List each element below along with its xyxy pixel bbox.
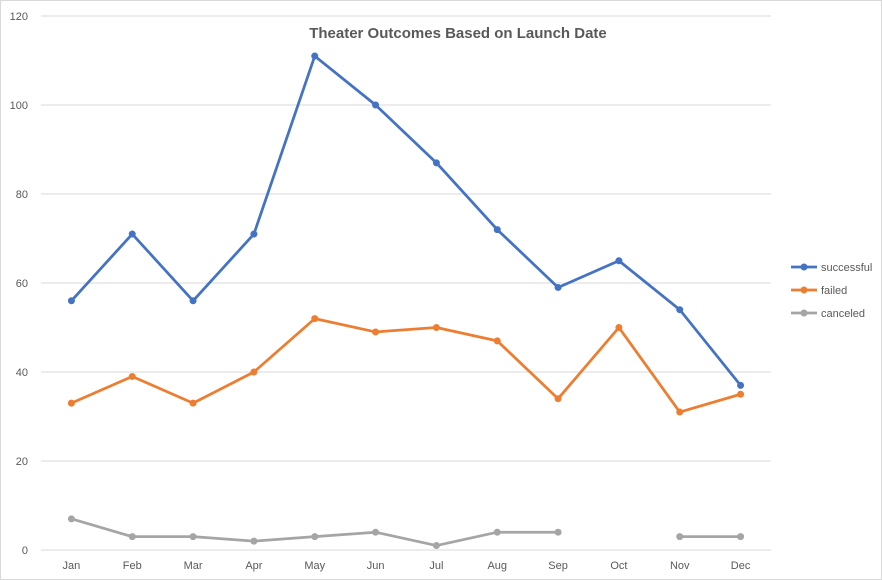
data-point [615, 324, 623, 331]
data-point [615, 257, 623, 265]
data-point [493, 226, 501, 234]
data-point [189, 533, 197, 541]
x-tick-label: Dec [731, 560, 751, 572]
legend-item-canceled: canceled [791, 308, 865, 320]
legend-label: failed [821, 285, 847, 297]
x-tick-label: Jul [429, 560, 443, 572]
data-point [311, 52, 319, 60]
y-tick-label: 60 [16, 278, 28, 290]
x-tick-label: Nov [670, 560, 690, 572]
data-point [493, 528, 501, 536]
x-tick-label: Oct [610, 560, 627, 572]
x-tick-label: Jan [63, 560, 81, 572]
data-point [676, 533, 684, 541]
chart-title: Theater Outcomes Based on Launch Date [309, 25, 607, 42]
y-tick-label: 0 [22, 545, 28, 557]
data-point [554, 283, 562, 291]
data-point [372, 328, 380, 336]
data-point [189, 399, 197, 407]
legend-label: canceled [821, 308, 865, 320]
data-point [189, 297, 197, 305]
data-point [372, 528, 380, 536]
data-point [737, 381, 745, 389]
data-point [67, 399, 75, 407]
data-point [554, 395, 562, 403]
series-canceled [67, 515, 745, 550]
data-point [554, 528, 562, 536]
series-lines [67, 52, 745, 550]
legend-marker [800, 286, 808, 294]
series-line [70, 54, 742, 387]
gridlines [41, 15, 771, 551]
data-point [250, 230, 258, 238]
series-line [70, 317, 742, 414]
series-failed [67, 315, 745, 416]
y-tick-label: 20 [16, 456, 28, 468]
legend: successful failed canceled [791, 262, 872, 320]
legend-label: successful [821, 262, 872, 274]
legend-item-failed: failed [791, 285, 847, 297]
data-point [432, 159, 440, 167]
x-tick-label: Feb [123, 560, 142, 572]
series-successful [67, 52, 745, 389]
x-tick-label: Mar [184, 560, 203, 572]
data-point [311, 315, 319, 323]
x-axis-tick-labels: Jan Feb Mar Apr May Jun Jul Aug Sep Oct Nov Dec [63, 560, 751, 572]
y-tick-label: 80 [16, 189, 28, 201]
legend-marker [800, 309, 808, 317]
data-point [737, 390, 745, 398]
data-point [67, 297, 75, 305]
x-tick-label: Apr [245, 560, 262, 572]
x-tick-label: Aug [487, 560, 507, 572]
series-line [70, 517, 560, 547]
data-point [128, 372, 136, 380]
data-point [432, 324, 440, 331]
data-point [250, 537, 258, 545]
legend-marker [800, 263, 808, 271]
data-point [311, 533, 319, 541]
legend-item-successful: successful [791, 262, 872, 274]
y-tick-label: 40 [16, 367, 28, 379]
data-point [676, 408, 684, 416]
x-tick-label: Sep [548, 560, 568, 572]
data-point [128, 533, 136, 541]
data-point [676, 306, 684, 314]
data-point [372, 101, 380, 109]
data-point [128, 230, 136, 238]
y-tick-label: 100 [10, 100, 28, 112]
x-tick-label: May [304, 560, 325, 572]
x-tick-label: Jun [367, 560, 385, 572]
data-point [67, 515, 75, 523]
y-axis-tick-labels: 0 20 40 60 80 100 120 [10, 11, 28, 557]
data-point [493, 337, 501, 345]
data-point [250, 368, 258, 376]
y-tick-label: 120 [10, 11, 28, 23]
data-point [737, 533, 745, 541]
data-point [432, 542, 440, 550]
